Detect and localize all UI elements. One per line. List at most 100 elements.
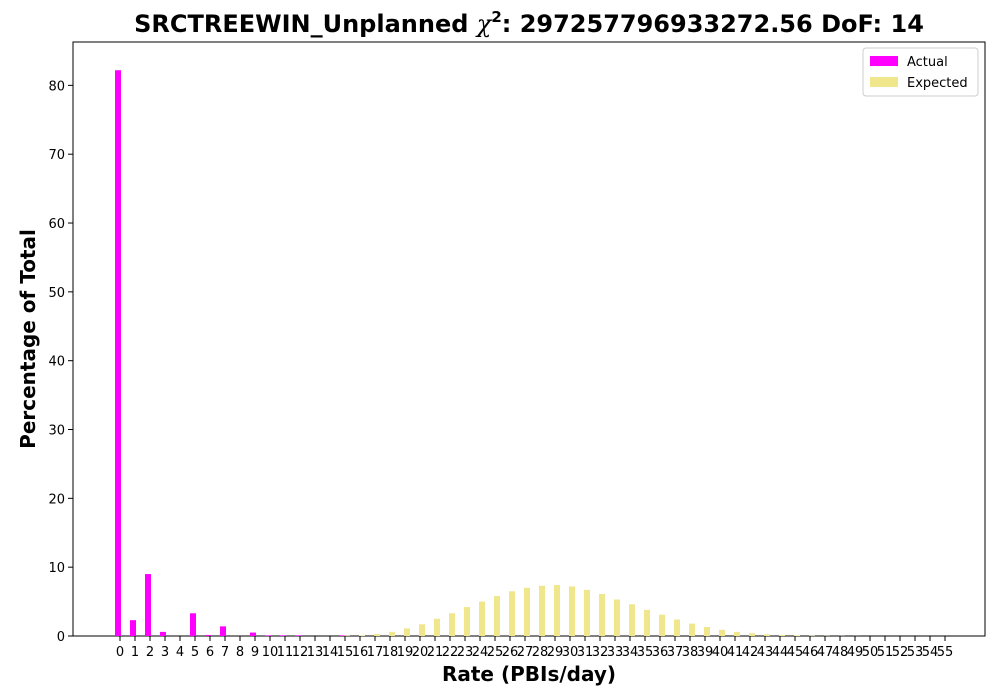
bar-actual bbox=[295, 635, 301, 636]
y-tick-label: 80 bbox=[48, 79, 65, 94]
plot-area bbox=[72, 41, 986, 637]
bar-actual bbox=[265, 635, 271, 636]
x-tick-label: 41 bbox=[727, 645, 744, 660]
bar-expected bbox=[434, 618, 440, 636]
x-tick-label: 39 bbox=[697, 645, 714, 660]
legend-label-actual: Actual bbox=[907, 55, 948, 70]
bar-expected bbox=[374, 633, 380, 636]
x-tick-label: 55 bbox=[937, 645, 954, 660]
y-tick-label: 0 bbox=[57, 630, 65, 645]
x-tick-label: 2 bbox=[146, 645, 154, 660]
x-tick-label: 3 bbox=[161, 645, 169, 660]
x-tick-label: 42 bbox=[742, 645, 759, 660]
y-tick-label: 20 bbox=[48, 492, 65, 507]
x-tick-label: 33 bbox=[607, 645, 624, 660]
legend: Actual Expected bbox=[862, 47, 979, 97]
x-tick-label: 45 bbox=[787, 645, 804, 660]
x-tick-label: 34 bbox=[622, 645, 639, 660]
x-tick-label: 17 bbox=[367, 645, 384, 660]
x-tick-label: 30 bbox=[562, 645, 579, 660]
bar-actual bbox=[280, 635, 286, 636]
bar-expected bbox=[509, 591, 515, 636]
bar-actual bbox=[115, 70, 121, 637]
bar-actual bbox=[190, 613, 196, 636]
x-tick-label: 22 bbox=[442, 645, 459, 660]
x-tick-label: 11 bbox=[277, 645, 294, 660]
bar-expected bbox=[719, 629, 725, 636]
legend-label-expected: Expected bbox=[907, 76, 968, 91]
x-tick-label: 46 bbox=[802, 645, 819, 660]
x-tick-label: 44 bbox=[772, 645, 789, 660]
bar-expected bbox=[479, 601, 485, 636]
x-tick-label: 36 bbox=[652, 645, 669, 660]
y-tick-label: 10 bbox=[48, 561, 65, 576]
x-tick-label: 49 bbox=[847, 645, 864, 660]
x-tick-label: 24 bbox=[472, 645, 489, 660]
bar-expected bbox=[524, 587, 530, 636]
bar-expected bbox=[659, 614, 665, 636]
bar-expected bbox=[734, 631, 740, 636]
y-tick-label: 60 bbox=[48, 217, 65, 232]
y-tick-label: 40 bbox=[48, 355, 65, 370]
x-tick-label: 40 bbox=[712, 645, 729, 660]
x-tick-label: 38 bbox=[682, 645, 699, 660]
x-tick-label: 25 bbox=[487, 645, 504, 660]
bar-actual bbox=[220, 626, 226, 636]
x-tick-label: 8 bbox=[236, 645, 244, 660]
bar-expected bbox=[569, 586, 575, 636]
x-tick-label: 18 bbox=[382, 645, 399, 660]
x-tick-label: 27 bbox=[517, 645, 534, 660]
x-tick-label: 48 bbox=[832, 645, 849, 660]
x-tick-label: 14 bbox=[322, 645, 339, 660]
x-tick-label: 37 bbox=[667, 645, 684, 660]
x-axis: 0 1 2 3 4 5 6 7 8 9 101112131415161718192021222324… bbox=[116, 636, 953, 660]
x-tick-label: 26 bbox=[502, 645, 519, 660]
bar-actual bbox=[130, 620, 136, 636]
bar-expected bbox=[674, 619, 680, 636]
x-tick-label: 47 bbox=[817, 645, 834, 660]
bar-actual bbox=[205, 634, 211, 636]
x-tick-label: 20 bbox=[412, 645, 429, 660]
y-tick-label: 50 bbox=[48, 286, 65, 301]
bar-expected bbox=[554, 585, 560, 636]
legend-swatch-expected bbox=[870, 77, 898, 87]
x-tick-label: 12 bbox=[292, 645, 309, 660]
x-axis-label: Rate (PBIs/day) bbox=[442, 662, 616, 686]
bar-expected bbox=[689, 623, 695, 636]
y-axis-label: Percentage of Total bbox=[16, 229, 40, 449]
x-tick-label: 4 bbox=[176, 645, 184, 660]
x-tick-label: 21 bbox=[427, 645, 444, 660]
x-tick-label: 50 bbox=[862, 645, 879, 660]
bar-expected bbox=[449, 613, 455, 636]
bar-expected bbox=[629, 604, 635, 636]
bar-expected bbox=[704, 627, 710, 636]
bar-expected bbox=[794, 635, 800, 636]
y-axis: 0 10 20 30 40 50 60 70 80 bbox=[48, 79, 73, 645]
bar-expected bbox=[779, 634, 785, 636]
x-tick-label: 51 bbox=[877, 645, 894, 660]
x-tick-label: 53 bbox=[907, 645, 924, 660]
y-tick-label: 70 bbox=[48, 148, 65, 163]
x-tick-label: 15 bbox=[337, 645, 354, 660]
legend-swatch-actual bbox=[870, 56, 898, 66]
bar-expected bbox=[419, 624, 425, 636]
x-tick-label: 43 bbox=[757, 645, 774, 660]
x-tick-label: 13 bbox=[307, 645, 324, 660]
x-tick-label: 10 bbox=[262, 645, 279, 660]
x-tick-label: 23 bbox=[457, 645, 474, 660]
bar-actual bbox=[145, 574, 151, 636]
bars bbox=[115, 70, 860, 637]
bar-expected bbox=[599, 594, 605, 636]
bar-actual bbox=[160, 631, 166, 636]
bar-expected bbox=[584, 589, 590, 636]
x-tick-label: 35 bbox=[637, 645, 654, 660]
bar-expected bbox=[614, 599, 620, 636]
bar-actual bbox=[340, 635, 346, 636]
bar-expected bbox=[764, 634, 770, 636]
x-tick-label: 9 bbox=[251, 645, 259, 660]
bar-expected bbox=[494, 596, 500, 636]
x-tick-label: 32 bbox=[592, 645, 609, 660]
bar-expected bbox=[404, 628, 410, 636]
x-tick-label: 28 bbox=[532, 645, 549, 660]
